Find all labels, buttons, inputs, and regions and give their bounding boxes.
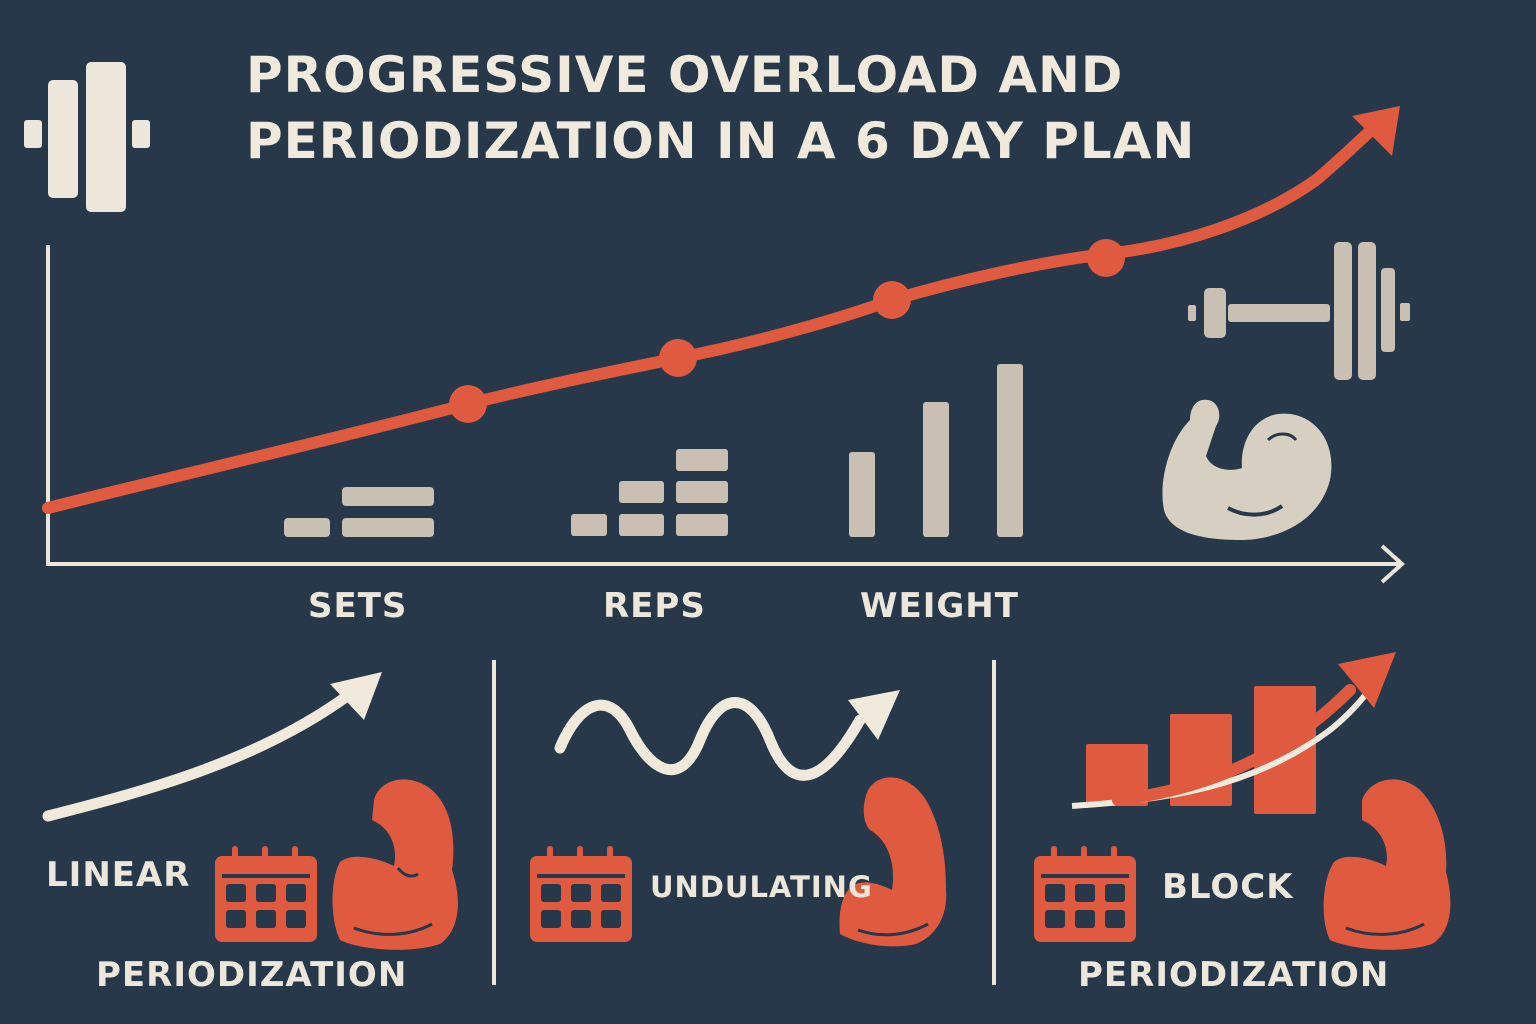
flexed-arm-icon (1323, 779, 1451, 950)
calendar-icon (215, 846, 317, 942)
page-title: PROGRESSIVE OVERLOAD AND PERIODIZATION I… (246, 42, 1306, 174)
linear-periodization-label: PERIODIZATION (96, 955, 408, 995)
x-axis-arrowhead (1380, 544, 1405, 584)
flexed-arm-icon (332, 779, 458, 950)
block-label: BLOCK (1162, 867, 1294, 907)
weight-bars (849, 364, 1023, 537)
wave-arrow-icon (554, 690, 900, 781)
dumbbell-icon (1188, 242, 1410, 380)
title-line-1: PROGRESSIVE OVERLOAD AND (246, 46, 1124, 104)
axis-label-sets: SETS (308, 586, 408, 626)
progress-point (659, 339, 697, 377)
flexed-arm-icon (1162, 399, 1332, 540)
title-line-2: PERIODIZATION IN A 6 DAY PLAN (246, 112, 1196, 170)
axis-label-weight: WEIGHT (860, 586, 1019, 626)
reps-bars (571, 449, 728, 536)
progress-point (873, 281, 911, 319)
calendar-icon (530, 846, 632, 942)
barbell-plate-icon (24, 62, 150, 212)
calendar-icon (1034, 846, 1136, 942)
flexed-arm-icon (839, 777, 947, 947)
undulating-label: UNDULATING (650, 870, 873, 904)
axis-label-reps: REPS (603, 586, 706, 626)
linear-trend-arrow-icon (42, 672, 382, 822)
trend-arrowhead (1352, 106, 1400, 156)
progression-line (42, 106, 1400, 514)
progress-point (449, 385, 487, 423)
block-trend-arrow-icon (1071, 652, 1396, 809)
block-periodization-label: PERIODIZATION (1078, 955, 1390, 995)
sets-bars (284, 487, 434, 537)
progress-point (1087, 239, 1125, 277)
linear-label: LINEAR (46, 855, 191, 895)
